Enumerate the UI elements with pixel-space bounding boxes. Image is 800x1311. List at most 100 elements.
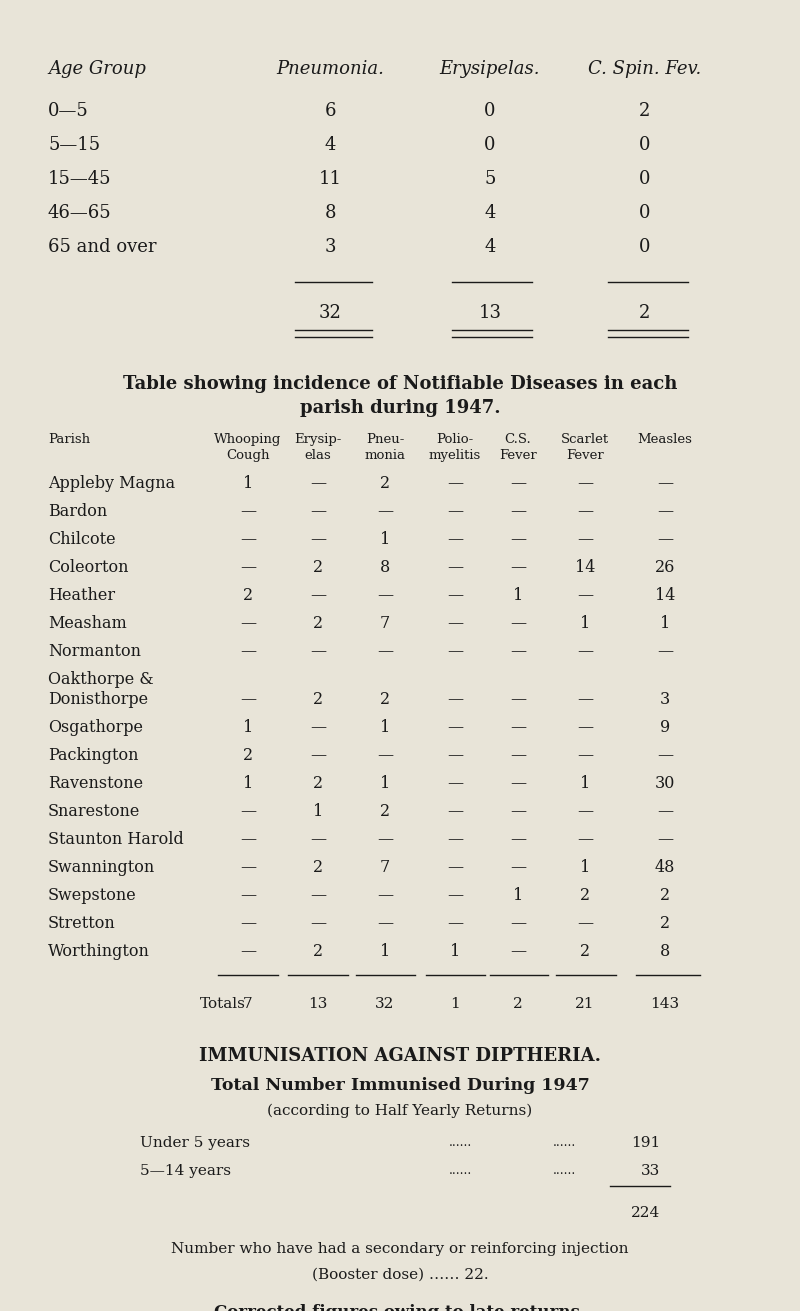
Text: 26: 26 [655,558,675,576]
Text: —: — [377,503,393,520]
Text: —: — [310,531,326,548]
Text: ......: ...... [554,1137,577,1148]
Text: 2: 2 [580,943,590,960]
Text: —: — [577,691,593,708]
Text: 1: 1 [450,943,460,960]
Text: Age Group: Age Group [48,60,146,77]
Text: —: — [447,859,463,876]
Text: 2: 2 [313,615,323,632]
Text: 65 and over: 65 and over [48,239,157,256]
Text: Swepstone: Swepstone [48,888,137,905]
Text: Staunton Harold: Staunton Harold [48,831,184,848]
Text: —: — [657,503,673,520]
Text: 1: 1 [243,475,253,492]
Text: 0: 0 [639,136,650,153]
Text: —: — [657,475,673,492]
Text: Polio-: Polio- [436,433,474,446]
Text: 2: 2 [380,691,390,708]
Text: —: — [577,804,593,819]
Text: —: — [510,718,526,735]
Text: 4: 4 [484,205,496,222]
Text: —: — [577,718,593,735]
Text: 8: 8 [324,205,336,222]
Text: 0: 0 [484,136,496,153]
Text: —: — [510,915,526,932]
Text: 191: 191 [630,1137,660,1150]
Text: —: — [447,915,463,932]
Text: —: — [377,915,393,932]
Text: —: — [377,642,393,659]
Text: —: — [310,718,326,735]
Text: —: — [577,642,593,659]
Text: 1: 1 [380,531,390,548]
Text: —: — [577,475,593,492]
Text: Donisthorpe: Donisthorpe [48,691,148,708]
Text: 1: 1 [660,615,670,632]
Text: —: — [447,831,463,848]
Text: Coleorton: Coleorton [48,558,129,576]
Text: 9: 9 [660,718,670,735]
Text: Stretton: Stretton [48,915,116,932]
Text: —: — [310,503,326,520]
Text: 2: 2 [313,943,323,960]
Text: —: — [510,859,526,876]
Text: —: — [377,831,393,848]
Text: 2: 2 [380,475,390,492]
Text: —: — [510,831,526,848]
Text: Pneumonia.: Pneumonia. [276,60,384,77]
Text: —: — [657,642,673,659]
Text: (Booster dose) …… 22.: (Booster dose) …… 22. [312,1268,488,1282]
Text: 0—5: 0—5 [48,102,89,121]
Text: 8: 8 [380,558,390,576]
Text: Fever: Fever [566,448,604,461]
Text: Table showing incidence of Notifiable Diseases in each: Table showing incidence of Notifiable Di… [123,375,677,393]
Text: —: — [577,915,593,932]
Text: ......: ...... [448,1137,472,1148]
Text: 2: 2 [243,587,253,604]
Text: 2: 2 [243,747,253,764]
Text: Erysipelas.: Erysipelas. [440,60,540,77]
Text: —: — [240,804,256,819]
Text: 2: 2 [660,888,670,905]
Text: 2: 2 [580,888,590,905]
Text: —: — [577,503,593,520]
Text: —: — [510,691,526,708]
Text: C. Spin. Fev.: C. Spin. Fev. [588,60,702,77]
Text: parish during 1947.: parish during 1947. [300,399,500,417]
Text: 2: 2 [639,102,650,121]
Text: —: — [310,642,326,659]
Text: 2: 2 [313,775,323,792]
Text: Osgathorpe: Osgathorpe [48,718,143,735]
Text: —: — [447,642,463,659]
Text: —: — [510,642,526,659]
Text: 4: 4 [324,136,336,153]
Text: —: — [240,691,256,708]
Text: 33: 33 [641,1164,660,1179]
Text: —: — [577,531,593,548]
Text: Chilcote: Chilcote [48,531,116,548]
Text: Swannington: Swannington [48,859,155,876]
Text: Under 5 years: Under 5 years [140,1137,250,1150]
Text: —: — [240,915,256,932]
Text: Snarestone: Snarestone [48,804,140,819]
Text: 21: 21 [575,996,594,1011]
Text: 13: 13 [308,996,328,1011]
Text: 1: 1 [380,943,390,960]
Text: 1: 1 [580,775,590,792]
Text: Packington: Packington [48,747,138,764]
Text: —: — [657,531,673,548]
Text: Scarlet: Scarlet [561,433,609,446]
Text: —: — [447,888,463,905]
Text: 32: 32 [375,996,394,1011]
Text: —: — [240,503,256,520]
Text: 1: 1 [313,804,323,819]
Text: —: — [510,804,526,819]
Text: 5: 5 [484,170,496,187]
Text: Pneu-: Pneu- [366,433,404,446]
Text: —: — [240,558,256,576]
Text: 0: 0 [639,205,650,222]
Text: —: — [310,831,326,848]
Text: 14: 14 [655,587,675,604]
Text: 14: 14 [575,558,595,576]
Text: Totals: Totals [200,996,246,1011]
